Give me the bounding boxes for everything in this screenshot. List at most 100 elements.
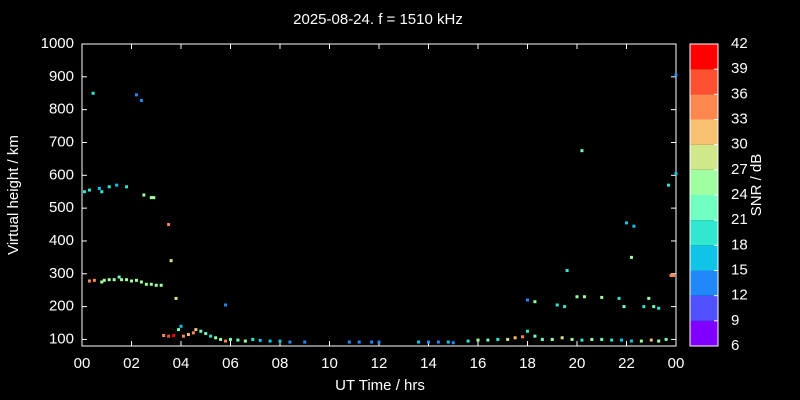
point: [278, 339, 282, 343]
x-tick-label: 22: [618, 355, 635, 372]
point: [622, 305, 626, 309]
point: [258, 338, 262, 342]
point: [186, 333, 190, 337]
point: [526, 298, 529, 302]
x-tick-label: 18: [519, 355, 536, 372]
point: [177, 328, 181, 332]
point: [427, 340, 430, 344]
point: [159, 283, 163, 287]
y-tick-label: 500: [49, 199, 74, 216]
x-tick-label: 02: [123, 355, 140, 372]
point: [565, 269, 569, 272]
point: [191, 331, 195, 335]
point: [125, 278, 129, 282]
point: [125, 185, 129, 189]
point: [167, 223, 171, 227]
point: [610, 338, 614, 342]
colorbar-tick-label: 36: [731, 85, 748, 102]
point: [582, 295, 586, 299]
point: [533, 334, 537, 338]
colorbar-tick-label: 39: [731, 60, 748, 77]
point: [521, 335, 525, 339]
point: [506, 337, 510, 341]
point: [236, 338, 240, 342]
x-tick-label: 00: [668, 355, 685, 372]
point: [209, 334, 213, 338]
colorbar-bin: [690, 44, 718, 70]
colorbar-bin: [690, 220, 718, 246]
point: [575, 295, 579, 299]
point: [496, 337, 500, 341]
point: [167, 334, 171, 338]
y-tick-label: 1000: [41, 35, 74, 52]
y-tick-label: 200: [49, 298, 74, 315]
point: [144, 282, 148, 286]
point: [268, 339, 272, 343]
point: [540, 337, 544, 341]
point: [120, 278, 124, 282]
point: [629, 255, 633, 259]
point: [674, 73, 678, 77]
point: [224, 303, 228, 307]
point: [570, 337, 574, 341]
point: [82, 190, 86, 194]
colorbar-bin: [690, 270, 718, 296]
point: [590, 337, 594, 341]
point: [436, 340, 440, 344]
x-tick-label: 00: [74, 355, 91, 372]
point: [617, 296, 621, 300]
point: [620, 338, 624, 342]
x-axis-label: UT Time / hrs: [335, 377, 425, 394]
colorbar-bin: [690, 69, 718, 95]
y-axis-label: Virtual height / km: [5, 135, 22, 255]
point: [102, 278, 106, 282]
point: [347, 340, 351, 344]
point: [100, 190, 104, 194]
y-tick-label: 100: [49, 330, 74, 347]
point: [642, 305, 646, 309]
colorbar-bin: [690, 119, 718, 145]
point: [134, 278, 138, 282]
point: [107, 278, 111, 282]
point: [357, 340, 361, 344]
point: [117, 275, 121, 279]
point: [446, 340, 450, 344]
colorbar-bin: [690, 169, 718, 195]
point: [580, 338, 584, 342]
point: [179, 324, 183, 328]
point: [288, 340, 292, 344]
point: [107, 185, 111, 189]
point: [92, 278, 96, 282]
plot-area: [81, 43, 677, 347]
point: [87, 188, 91, 192]
point: [672, 273, 676, 277]
y-tick-label: 700: [49, 133, 74, 150]
point: [134, 93, 138, 97]
x-tick-label: 12: [371, 355, 388, 372]
point: [639, 339, 643, 343]
point: [560, 336, 564, 340]
point: [652, 305, 656, 309]
point: [486, 338, 490, 342]
point: [669, 273, 673, 277]
colorbar-tick-label: 9: [731, 312, 739, 329]
point: [555, 303, 559, 307]
point: [580, 149, 584, 153]
colorbar-bin: [690, 320, 718, 346]
point: [229, 337, 232, 341]
y-tick-label: 300: [49, 265, 74, 282]
x-tick-label: 16: [470, 355, 487, 372]
x-tick-label: 20: [569, 355, 586, 372]
point: [657, 306, 661, 310]
point: [87, 279, 91, 283]
point: [139, 280, 143, 284]
point: [142, 193, 146, 197]
point: [674, 172, 678, 176]
x-tick-label: 14: [420, 355, 437, 372]
colorbar-tick-label: 24: [731, 186, 748, 203]
point: [162, 333, 166, 337]
chart-title: 2025-08-24. f = 1510 kHz: [293, 11, 463, 28]
point: [451, 341, 455, 345]
point: [649, 338, 653, 342]
